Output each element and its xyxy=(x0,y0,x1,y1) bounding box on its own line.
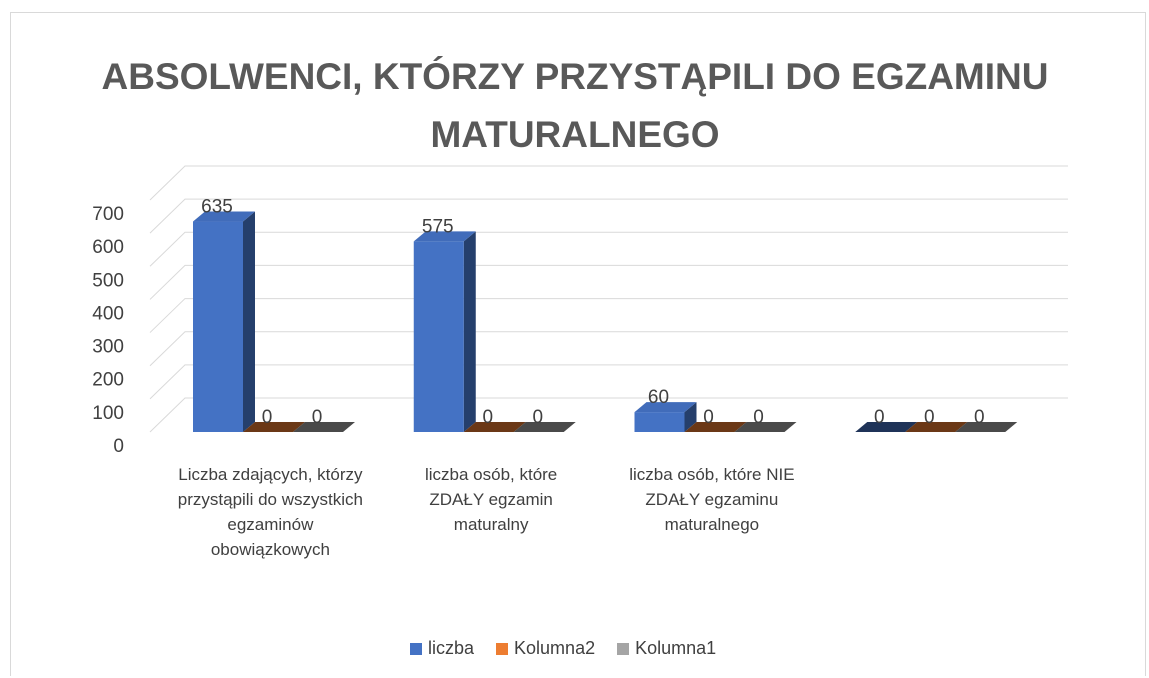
data-label: 575 xyxy=(422,216,454,237)
bar xyxy=(413,231,476,432)
data-label: 0 xyxy=(482,407,493,428)
bar xyxy=(513,422,576,432)
data-label: 0 xyxy=(532,407,543,428)
legend-item: Kolumna2 xyxy=(496,638,595,659)
data-label: 0 xyxy=(753,407,764,428)
bar xyxy=(634,402,697,432)
bar xyxy=(855,422,918,432)
bar xyxy=(905,422,968,432)
legend-label: liczba xyxy=(428,638,475,658)
bar-top xyxy=(734,422,797,432)
grid-line xyxy=(149,264,1068,300)
grid-line xyxy=(149,165,1068,201)
bar-top xyxy=(955,422,1018,432)
bar-front xyxy=(413,241,464,432)
grid-line xyxy=(149,198,1068,234)
y-tick-label: 300 xyxy=(92,337,124,358)
bar-top xyxy=(293,422,355,432)
data-label: 0 xyxy=(874,407,885,428)
bar xyxy=(684,422,747,432)
bar xyxy=(193,211,255,432)
data-label: 0 xyxy=(312,407,323,428)
bar-front xyxy=(634,412,685,432)
data-label: 60 xyxy=(648,387,669,408)
y-tick-label: 400 xyxy=(92,303,124,324)
bar-top xyxy=(684,422,747,432)
legend-label: Kolumna2 xyxy=(514,638,596,658)
legend-swatch xyxy=(617,642,630,655)
y-tick-label: 200 xyxy=(92,370,124,391)
y-tick-label: 500 xyxy=(92,270,124,291)
bar xyxy=(955,422,1018,432)
y-tick-label: 700 xyxy=(92,204,124,225)
bar-top xyxy=(513,422,576,432)
bar xyxy=(243,422,305,432)
data-label: 0 xyxy=(703,407,714,428)
bar-top xyxy=(413,231,476,242)
bar-top xyxy=(905,422,968,432)
x-tick-label: liczba osób, które NIE ZDAŁY egzaminu ma… xyxy=(629,465,795,534)
legend-swatch xyxy=(496,642,509,655)
grid-line xyxy=(149,331,1068,367)
bar-top xyxy=(243,422,305,432)
grid-line xyxy=(149,364,1068,400)
bar-side xyxy=(463,231,476,432)
bar-top xyxy=(193,211,255,222)
bar xyxy=(734,422,797,432)
chart-frame xyxy=(10,12,1146,676)
y-tick-label: 0 xyxy=(113,436,124,457)
bar-top xyxy=(855,422,918,432)
data-label: 0 xyxy=(262,407,273,428)
grid-line xyxy=(149,298,1068,333)
legend-label: Kolumna1 xyxy=(635,638,717,658)
x-tick-label: liczba osób, które ZDAŁY egzamin matural… xyxy=(424,465,558,534)
bar xyxy=(293,422,355,432)
bar xyxy=(463,422,526,432)
bar-front xyxy=(193,221,243,432)
legend-item: liczba xyxy=(410,638,474,659)
y-tick-label: 600 xyxy=(92,237,124,258)
legend-item: Kolumna1 xyxy=(617,638,716,659)
data-label: 0 xyxy=(974,407,985,428)
legend-swatch xyxy=(410,642,422,655)
data-label: 635 xyxy=(201,197,233,218)
bar-side xyxy=(684,402,697,432)
bar-top xyxy=(463,422,526,432)
grid-line xyxy=(149,397,1068,433)
grid-line xyxy=(149,231,1068,267)
data-label: 0 xyxy=(924,407,935,428)
chart-title: ABSOLWENCI, KTÓRZY PRZYSTĄPILI DO EGZAMI… xyxy=(101,56,1049,155)
bar-top xyxy=(634,402,697,413)
x-tick-label: Liczba zdających, którzy przystąpili do … xyxy=(177,465,363,559)
y-tick-label: 100 xyxy=(92,403,124,424)
bar-side xyxy=(243,211,255,432)
